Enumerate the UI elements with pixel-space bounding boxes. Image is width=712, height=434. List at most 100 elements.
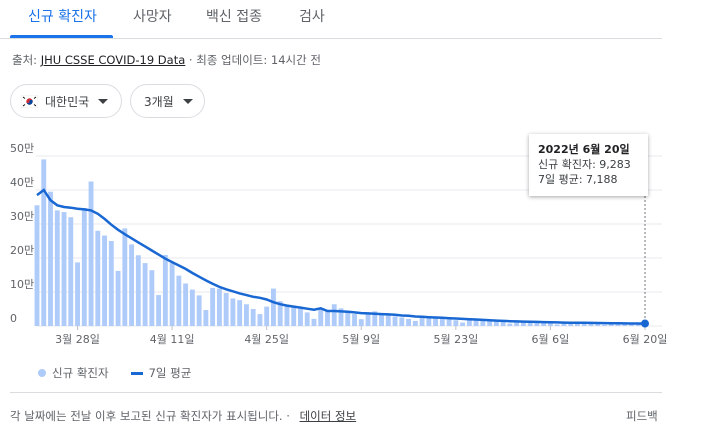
case-bar xyxy=(412,320,418,326)
case-bar xyxy=(426,316,432,326)
case-bar xyxy=(203,310,209,326)
case-bar xyxy=(446,319,452,326)
case-bar xyxy=(75,262,80,326)
case-bar xyxy=(129,244,135,326)
x-tick-label: 5월 9일 xyxy=(342,332,380,346)
case-bar xyxy=(588,323,594,326)
case-bar xyxy=(514,320,520,326)
case-bar xyxy=(500,321,506,326)
case-bar xyxy=(298,308,303,326)
case-bar xyxy=(34,205,40,326)
case-bar xyxy=(466,318,472,326)
y-tick-label: 0 xyxy=(10,312,17,325)
case-bar xyxy=(183,283,189,326)
case-bar xyxy=(406,318,411,326)
case-bar xyxy=(399,317,405,326)
cases-chart[interactable]: 0 10만 20만 30만 40만 50만 3월 28일 4월 11일 4월 25일 5월 9일… xyxy=(0,130,670,355)
case-bar xyxy=(41,159,47,326)
case-bar xyxy=(277,301,283,326)
case-bar xyxy=(237,300,243,326)
hover-tooltip: 2022년 6월 20일 신규 확진자: 9,283 7일 평균: 7,188 xyxy=(529,134,648,196)
footnote-text: 각 날짜에는 전날 이후 보고된 신규 확진자가 표시됩니다. xyxy=(10,409,283,423)
case-bar xyxy=(473,319,479,326)
footnote: 각 날짜에는 전날 이후 보고된 신규 확진자가 표시됩니다. · 데이터 정보 xyxy=(10,408,356,424)
line-legend-swatch xyxy=(130,371,143,375)
case-bar xyxy=(352,314,357,326)
case-bar xyxy=(264,306,270,326)
tooltip-cases: 신규 확진자: 9,283 xyxy=(538,158,631,171)
data-info-link[interactable]: 데이터 정보 xyxy=(299,409,357,423)
case-bar xyxy=(48,191,53,326)
case-bar xyxy=(385,315,391,326)
tab-new-cases[interactable]: 신규 확진자 xyxy=(28,9,97,25)
x-axis-labels: 3월 28일 4월 11일 4월 25일 5월 9일 5월 23일 6월 6일 6월 20일 xyxy=(55,326,667,346)
case-bar xyxy=(554,324,560,326)
case-bar xyxy=(392,316,398,326)
case-bar xyxy=(595,323,601,326)
case-bar xyxy=(318,309,324,326)
case-bar xyxy=(250,309,256,326)
y-tick-label: 30만 xyxy=(10,210,34,223)
case-bar xyxy=(102,235,107,326)
case-bar xyxy=(325,311,330,326)
case-bar xyxy=(169,263,175,326)
case-bar xyxy=(68,217,74,326)
case-bar xyxy=(271,288,276,326)
case-bar xyxy=(541,322,547,326)
case-bar xyxy=(142,263,148,326)
x-tick-label: 6월 6일 xyxy=(532,332,570,346)
case-bar xyxy=(602,324,607,326)
case-bar xyxy=(622,323,628,326)
case-bar xyxy=(487,320,493,326)
tab-vaccination[interactable]: 백신 접종 xyxy=(206,9,262,25)
case-bar xyxy=(311,318,317,326)
tab-tests[interactable]: 검사 xyxy=(299,9,325,25)
case-bar xyxy=(433,317,439,326)
case-bar xyxy=(460,322,466,326)
case-bar xyxy=(379,314,384,326)
feedback-link[interactable]: 피드백 xyxy=(626,409,658,423)
x-tick-label: 4월 11일 xyxy=(150,332,195,346)
case-bar xyxy=(534,322,540,326)
footnote-separator: · xyxy=(286,409,290,423)
case-bar xyxy=(338,308,344,326)
tab-bar: 신규 확진자 사망자 백신 접종 검사 xyxy=(0,0,662,39)
case-bar xyxy=(54,210,60,326)
case-bar xyxy=(439,318,445,326)
country-label: 대한민국 xyxy=(45,94,90,109)
case-bar xyxy=(81,208,87,326)
case-bar xyxy=(216,288,222,326)
source-link[interactable]: JHU CSSE COVID-19 Data xyxy=(40,53,186,67)
y-tick-label: 50만 xyxy=(10,142,34,155)
chevron-down-icon xyxy=(98,98,109,104)
case-bar xyxy=(223,293,229,326)
y-tick-label: 40만 xyxy=(10,176,34,189)
case-bar xyxy=(304,312,310,326)
case-bar xyxy=(88,181,94,326)
range-dropdown[interactable]: 3개월 xyxy=(130,84,205,118)
case-bar xyxy=(527,321,533,326)
legend-cases: 신규 확진자 xyxy=(52,366,109,380)
case-bar xyxy=(635,323,641,326)
source-prefix: 출처: xyxy=(12,53,38,67)
case-bar xyxy=(189,289,195,326)
case-bar xyxy=(61,212,67,326)
korea-flag-icon xyxy=(21,94,38,108)
case-bars xyxy=(34,159,648,326)
tab-deaths[interactable]: 사망자 xyxy=(133,9,172,25)
case-bar xyxy=(520,321,526,326)
case-bar xyxy=(162,254,168,326)
case-bar xyxy=(365,312,371,326)
case-bar xyxy=(331,304,337,326)
case-bar xyxy=(419,316,425,326)
y-tick-label: 10만 xyxy=(10,278,34,291)
case-bar xyxy=(284,304,290,326)
case-bar xyxy=(372,311,378,326)
country-dropdown[interactable]: 대한민국 xyxy=(10,84,122,118)
x-tick-label: 5월 23일 xyxy=(433,332,478,346)
hover-point xyxy=(641,319,649,328)
case-bar xyxy=(358,319,364,326)
divider xyxy=(10,392,662,393)
case-bar xyxy=(257,314,263,326)
chart-legend: 신규 확진자 7일 평균 xyxy=(38,365,191,381)
